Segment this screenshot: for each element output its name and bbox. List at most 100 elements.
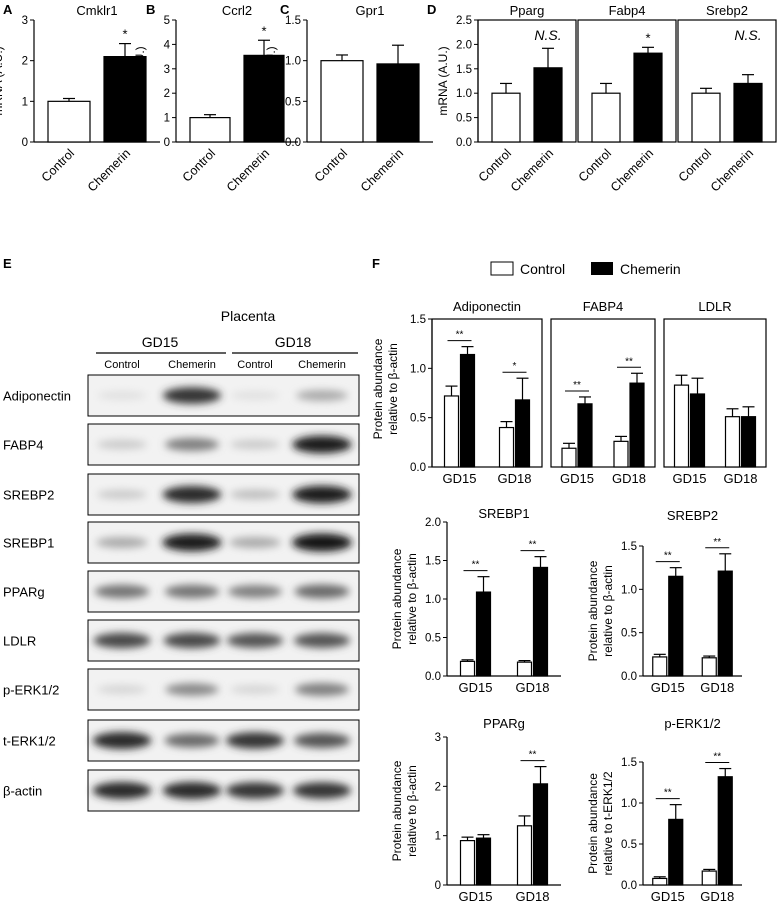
chart-title: p-ERK1/2 xyxy=(664,716,720,731)
subplot-title: Srebp2 xyxy=(706,3,748,18)
blot-band xyxy=(97,439,147,450)
x-tick-label: Chemerin xyxy=(608,146,656,194)
blot-lane-1: Control xyxy=(104,359,139,371)
y-tick-label: 1.0 xyxy=(621,798,637,810)
subplot-frame xyxy=(550,318,656,468)
y-axis-label: relative to β-actin xyxy=(405,765,419,857)
blot-band xyxy=(162,486,222,503)
panel-letter-f: F xyxy=(372,256,380,271)
blot-band xyxy=(229,489,281,500)
bar xyxy=(613,440,629,468)
y-axis-label: Protein abundance xyxy=(390,548,404,649)
bar xyxy=(733,82,763,143)
blot-band xyxy=(230,391,280,400)
x-tick-label: GD15 xyxy=(651,889,685,904)
legend-swatch-chemerin xyxy=(591,262,613,275)
y-tick-label: 1.5 xyxy=(285,15,301,27)
blot-band xyxy=(97,489,147,500)
y-tick-label: 2 xyxy=(22,56,28,68)
bar xyxy=(459,660,476,677)
blot-row-label: FABP4 xyxy=(3,438,43,453)
bar xyxy=(691,92,721,143)
x-tick-label: GD15 xyxy=(443,471,477,486)
panel-letter-a: A xyxy=(3,2,13,17)
blot-band xyxy=(295,683,349,696)
bar xyxy=(668,575,684,677)
bar xyxy=(189,116,231,143)
y-tick-label: 1.5 xyxy=(456,64,472,76)
significance-mark: ** xyxy=(625,356,633,367)
bar xyxy=(591,92,621,143)
subplot-title: Pparg xyxy=(510,3,545,18)
panel-letter-d: D xyxy=(427,2,436,17)
blot-band xyxy=(292,435,352,454)
y-tick-label: 1.5 xyxy=(410,314,426,326)
x-tick-label: GD18 xyxy=(516,889,550,904)
chart-F4: PPARg Protein abundance relative to β-acti… xyxy=(390,716,561,904)
panel-letter-c: C xyxy=(280,2,290,17)
significance-mark: * xyxy=(122,27,127,42)
chart-title: PPARg xyxy=(483,716,525,731)
blot-band xyxy=(225,782,285,799)
blot-band xyxy=(162,782,222,799)
y-axis-label: relative to t-ERK1/2 xyxy=(601,771,615,875)
y-tick-label: 1.5 xyxy=(425,556,441,568)
blot-band xyxy=(292,533,352,552)
y-axis-label: Protein abundance xyxy=(371,338,385,439)
bar xyxy=(652,877,668,886)
blot-row-label: PPARg xyxy=(3,585,45,600)
significance-mark: ** xyxy=(664,788,672,799)
y-tick-label: 0.0 xyxy=(621,880,637,892)
x-tick-label: Control xyxy=(39,146,77,184)
bar xyxy=(376,63,420,143)
bar xyxy=(443,395,460,468)
legend-label-control: Control xyxy=(520,261,565,277)
bar xyxy=(701,870,717,886)
significance-mark: * xyxy=(645,30,650,45)
subplot-title: LDLR xyxy=(698,299,731,314)
x-tick-label: Control xyxy=(476,146,514,184)
y-tick-label: 1 xyxy=(22,96,28,108)
legend-label-chemerin: Chemerin xyxy=(620,261,681,277)
blot-band xyxy=(164,733,220,748)
significance-mark: * xyxy=(261,23,266,38)
subplot-title: Adiponectin xyxy=(453,299,521,314)
blot-band xyxy=(230,439,280,450)
blot-band xyxy=(292,782,352,799)
bar xyxy=(577,403,593,468)
x-tick-label: Chemerin xyxy=(708,146,756,194)
bar xyxy=(724,416,741,468)
subplot-title: Fabp4 xyxy=(609,3,646,18)
bar xyxy=(740,416,757,468)
bar xyxy=(533,67,563,143)
legend-swatch-control xyxy=(490,261,514,276)
bar xyxy=(516,661,533,677)
blot-band xyxy=(164,584,220,599)
x-tick-label: GD15 xyxy=(459,680,493,695)
blot-band xyxy=(228,585,282,598)
y-axis-label: Protein abundance xyxy=(586,560,600,661)
blot-band xyxy=(165,438,219,451)
x-tick-label: GD18 xyxy=(700,680,734,695)
y-tick-label: 4 xyxy=(164,39,171,51)
blot-band xyxy=(296,390,348,401)
blot-band xyxy=(94,584,150,599)
x-tick-label: GD18 xyxy=(700,889,734,904)
bar xyxy=(532,783,549,886)
y-tick-label: 0.0 xyxy=(410,462,426,474)
blot-band xyxy=(162,387,222,404)
y-tick-label: 2 xyxy=(435,781,441,793)
bar xyxy=(673,384,690,468)
bar xyxy=(633,52,663,143)
y-axis-label: mRNA (A.U.) xyxy=(264,46,278,115)
bar xyxy=(103,55,147,143)
chart-F5: p-ERK1/2 Protein abundance relative to t-E… xyxy=(586,716,742,904)
y-tick-label: 0 xyxy=(164,137,170,149)
bar xyxy=(717,776,733,886)
y-axis-label: mRNA (A.U.) xyxy=(0,46,5,115)
bar xyxy=(514,399,531,468)
y-axis-label: relative to β-actin xyxy=(405,553,419,645)
x-tick-label: GD18 xyxy=(724,471,758,486)
y-tick-label: 0.5 xyxy=(621,628,637,640)
x-tick-label: GD15 xyxy=(651,680,685,695)
